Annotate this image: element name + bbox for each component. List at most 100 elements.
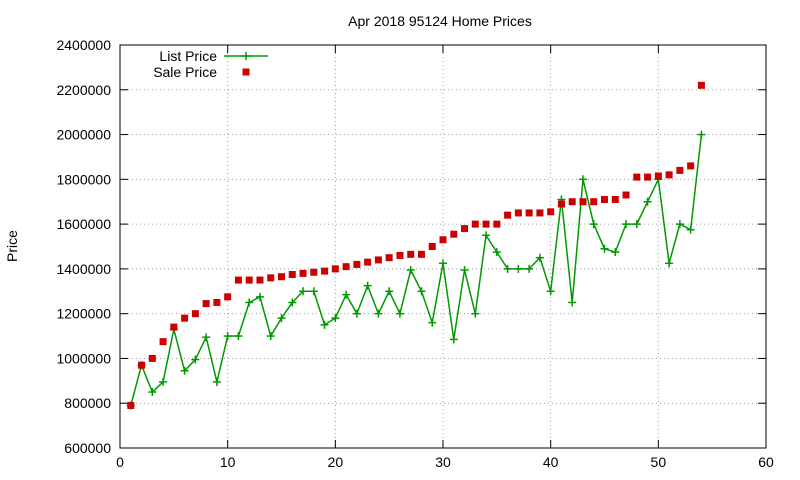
sale-price-point bbox=[138, 361, 146, 369]
sale-price-point bbox=[601, 195, 608, 203]
list-price-point bbox=[223, 332, 232, 341]
list-price-point bbox=[514, 264, 523, 273]
sale-price-point bbox=[224, 293, 232, 301]
sale-price-point bbox=[665, 171, 673, 179]
legend-marker-list-price bbox=[242, 52, 250, 60]
legend-label-list-price: List Price bbox=[159, 48, 217, 64]
list-price-point bbox=[632, 220, 641, 229]
list-price-point bbox=[234, 332, 243, 341]
list-price-point bbox=[546, 287, 555, 296]
list-price-point bbox=[202, 333, 211, 342]
list-price-line bbox=[130, 134, 703, 406]
list-price-point bbox=[180, 366, 189, 375]
list-price-point bbox=[342, 290, 351, 299]
list-price-point bbox=[255, 292, 264, 301]
grid-lines bbox=[120, 45, 766, 448]
y-axis-label: Price bbox=[4, 230, 20, 262]
series-layer bbox=[126, 81, 706, 410]
y-tick-label: 600000 bbox=[64, 440, 111, 456]
legend-marker-sale-price bbox=[242, 68, 250, 76]
list-price-point bbox=[299, 287, 308, 296]
y-tick-label: 2200000 bbox=[56, 82, 111, 98]
sale-price-point bbox=[374, 256, 382, 264]
sale-price-point bbox=[568, 198, 576, 206]
y-tick-label: 1800000 bbox=[56, 171, 111, 187]
list-price-point bbox=[535, 253, 544, 262]
y-tick-label: 2400000 bbox=[56, 37, 111, 53]
list-price-point bbox=[374, 309, 383, 318]
sale-price-point bbox=[536, 209, 544, 217]
sale-price-point bbox=[234, 276, 242, 284]
sale-price-point bbox=[471, 220, 479, 228]
sale-price-point bbox=[170, 323, 178, 331]
sale-price-point bbox=[428, 243, 436, 250]
list-price-point bbox=[428, 318, 437, 327]
sale-price-series bbox=[127, 81, 705, 409]
sale-price-point bbox=[579, 198, 587, 206]
sale-price-point bbox=[278, 273, 285, 281]
list-price-point bbox=[266, 332, 275, 341]
sale-price-point bbox=[557, 200, 565, 208]
plot-frame bbox=[119, 44, 767, 449]
list-price-point bbox=[320, 320, 329, 329]
sale-price-point bbox=[321, 267, 329, 275]
sale-price-point bbox=[191, 310, 199, 318]
list-price-point bbox=[395, 309, 404, 318]
sale-price-point bbox=[364, 258, 372, 266]
list-price-point bbox=[148, 388, 157, 397]
list-price-point bbox=[159, 377, 168, 386]
list-price-point bbox=[600, 244, 609, 253]
list-price-series bbox=[126, 130, 706, 410]
list-price-point bbox=[611, 248, 620, 257]
list-price-point bbox=[492, 248, 501, 257]
legend: List Price Sale Price bbox=[153, 48, 268, 80]
sale-price-point bbox=[697, 81, 705, 89]
legend-label-sale-price: Sale Price bbox=[153, 64, 217, 80]
sale-price-point bbox=[181, 314, 189, 322]
sale-price-point bbox=[514, 209, 522, 217]
sale-price-point bbox=[159, 338, 167, 346]
sale-price-point bbox=[148, 354, 156, 362]
sale-price-point bbox=[353, 260, 361, 268]
list-price-point bbox=[449, 335, 458, 344]
sale-price-point bbox=[676, 166, 684, 174]
list-price-point bbox=[665, 259, 674, 268]
x-tick-label: 50 bbox=[651, 454, 667, 470]
sale-price-point bbox=[417, 250, 425, 258]
x-tick-label: 20 bbox=[328, 454, 344, 470]
sale-price-point bbox=[342, 263, 350, 271]
list-price-point bbox=[212, 377, 221, 386]
chart-title: Apr 2018 95124 Home Prices bbox=[348, 13, 532, 29]
list-price-point bbox=[288, 298, 297, 307]
sale-price-point bbox=[310, 268, 318, 276]
sale-price-point bbox=[288, 270, 296, 278]
list-price-point bbox=[686, 225, 695, 234]
list-price-point bbox=[385, 287, 394, 296]
y-tick-label: 800000 bbox=[64, 395, 111, 411]
list-price-point bbox=[406, 266, 415, 275]
sale-price-point bbox=[385, 254, 393, 262]
sale-price-point bbox=[213, 298, 221, 306]
list-price-point bbox=[245, 298, 254, 307]
sale-price-point bbox=[590, 198, 598, 206]
legend-sample-list-price bbox=[224, 52, 268, 60]
sale-price-point bbox=[493, 220, 501, 228]
y-tick-label: 1000000 bbox=[56, 350, 111, 366]
x-tick-label: 60 bbox=[758, 454, 774, 470]
list-price-point bbox=[471, 309, 480, 318]
list-price-point bbox=[697, 130, 706, 139]
list-price-point bbox=[525, 264, 534, 273]
list-price-point bbox=[589, 220, 598, 229]
sale-price-point bbox=[611, 195, 619, 203]
list-price-point bbox=[578, 175, 587, 184]
sale-price-point bbox=[202, 300, 210, 308]
sale-price-point bbox=[331, 265, 339, 273]
list-price-point bbox=[622, 220, 631, 229]
y-tick-label: 2000000 bbox=[56, 127, 111, 143]
sale-price-point bbox=[654, 172, 662, 180]
x-tick-label: 10 bbox=[220, 454, 236, 470]
list-price-point bbox=[460, 266, 469, 275]
sale-price-point bbox=[547, 208, 555, 216]
list-price-point bbox=[439, 259, 447, 268]
